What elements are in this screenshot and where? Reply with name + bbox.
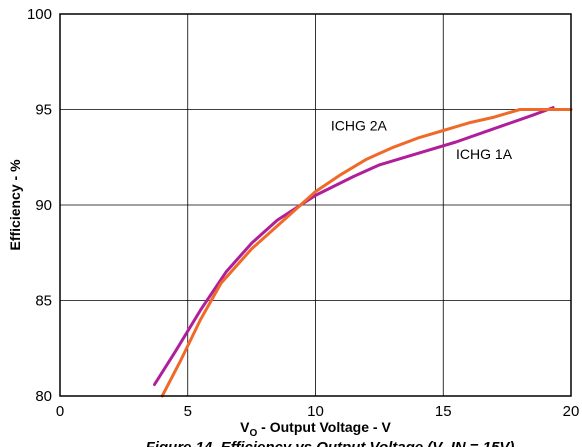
x-tick-label: 10 [307, 403, 324, 420]
x-tick-label: 20 [563, 403, 580, 420]
series-annotation: ICHG 1A [456, 146, 513, 162]
y-tick-label: 90 [35, 197, 52, 214]
figure-caption: Figure 14. Efficiency vs Output Voltage … [146, 439, 515, 447]
series-lines [153, 106, 573, 398]
series-annotations: ICHG 2A ICHG 1A [331, 118, 513, 163]
x-axis-title: VO - Output Voltage - V [240, 419, 391, 439]
x-axis-ticks: 0 5 10 15 20 [56, 403, 580, 420]
series-line-ichg-2a [160, 108, 573, 398]
x-tick-label: 5 [184, 403, 192, 420]
y-tick-label: 85 [35, 293, 52, 310]
series-annotation: ICHG 2A [331, 118, 388, 134]
y-tick-label: 80 [35, 388, 52, 405]
x-tick-label: 15 [435, 403, 452, 420]
x-tick-label: 0 [56, 403, 64, 420]
y-tick-label: 100 [27, 6, 52, 23]
y-tick-label: 95 [35, 102, 52, 119]
y-axis-title: Efficiency - % [7, 159, 23, 251]
series-line-ichg-1a [153, 106, 555, 386]
y-axis-ticks: 80 85 90 95 100 [27, 6, 52, 405]
grid-lines [60, 14, 571, 396]
plot-frame [59, 13, 572, 397]
